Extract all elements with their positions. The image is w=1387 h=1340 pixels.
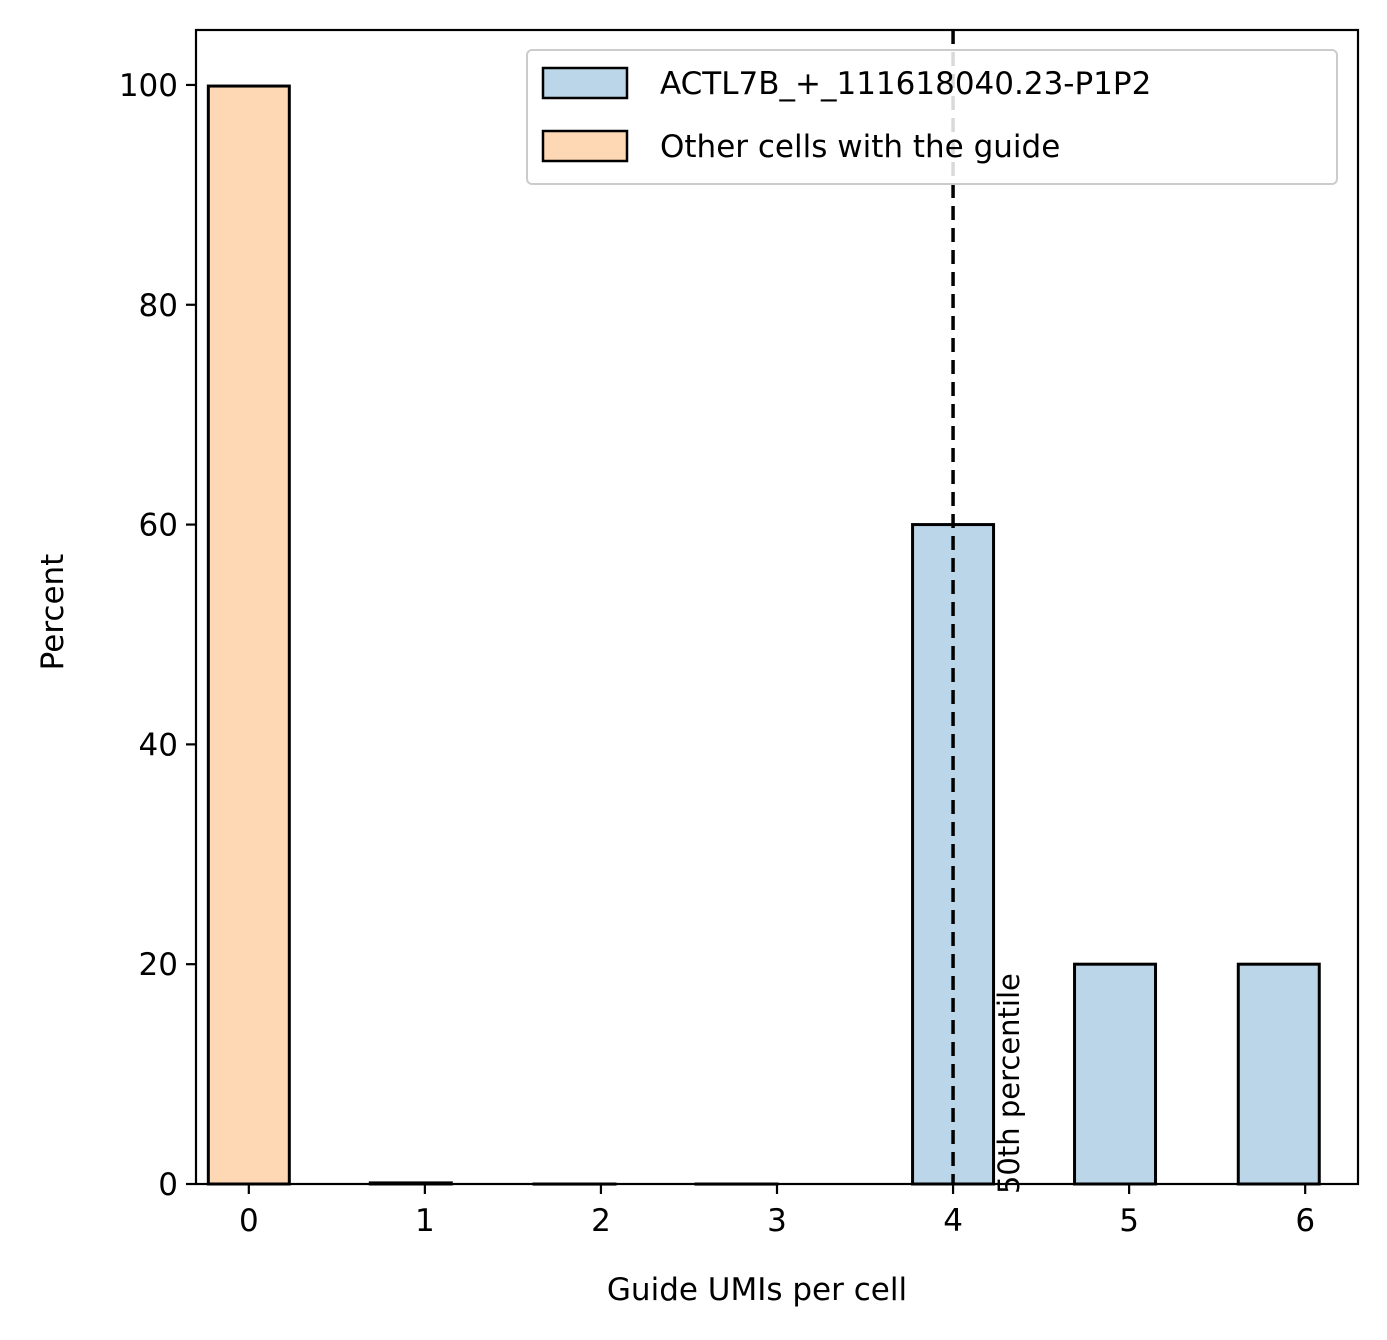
y-tick-label: 100 [119, 68, 178, 104]
legend-label-other-cells: Other cells with the guide [660, 129, 1060, 165]
x-tick-label: 5 [1119, 1203, 1139, 1239]
x-tick-label: 1 [415, 1203, 435, 1239]
legend: ACTL7B_+_111618040.23-P1P2 Other cells w… [526, 49, 1338, 185]
x-axis-label: Guide UMIs per cell [607, 1272, 907, 1308]
y-tick-label: 40 [139, 727, 178, 763]
bar-actl7b-1 [1073, 962, 1158, 1186]
y-tick-label: 0 [158, 1167, 178, 1203]
y-tick-label: 20 [139, 947, 178, 983]
bars-layer [206, 84, 1321, 1186]
bar-other-cells-0 [206, 84, 291, 1186]
x-tick-label: 4 [943, 1203, 963, 1239]
x-tick-label: 2 [591, 1203, 611, 1239]
legend-label-actl7b: ACTL7B_+_111618040.23-P1P2 [660, 66, 1151, 102]
y-axis-label: Percent [35, 554, 71, 671]
x-tick-label: 3 [767, 1203, 787, 1239]
x-tick-label: 0 [239, 1203, 259, 1239]
plot-frame [194, 28, 1360, 1186]
bar-actl7b-2 [1236, 962, 1321, 1186]
x-tick-label: 6 [1295, 1203, 1315, 1239]
percentile-annotation: 50th percentile [992, 973, 1026, 1194]
legend-box [526, 49, 1338, 185]
y-tick-label: 80 [139, 288, 178, 324]
y-tick-label: 60 [139, 508, 178, 544]
legend-swatch-other-cells [541, 129, 629, 163]
legend-swatch-actl7b [541, 66, 629, 100]
